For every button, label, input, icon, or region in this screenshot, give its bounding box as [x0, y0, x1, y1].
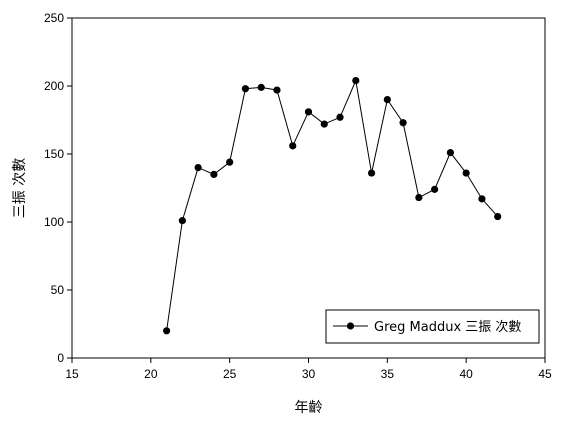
y-tick-label: 100 [44, 215, 64, 229]
data-point [289, 142, 297, 150]
x-tick-label: 35 [381, 367, 395, 381]
series-line [166, 78, 499, 331]
data-point [304, 108, 313, 116]
data-point [431, 185, 439, 193]
x-tick-label: 25 [223, 367, 237, 381]
x-tick-label: 20 [144, 367, 158, 381]
legend-marker-sample [346, 322, 355, 330]
x-tick-label: 15 [65, 367, 79, 381]
series-points [163, 76, 502, 335]
data-point [383, 96, 391, 104]
data-point [336, 113, 344, 121]
legend: Greg Maddux 三振 次數 [325, 309, 540, 344]
data-point [415, 193, 423, 202]
y-axis-ticks: 0 50 100 150 200 250 [44, 11, 72, 365]
data-point [399, 119, 407, 127]
x-tick-label: 45 [538, 367, 552, 381]
data-point [194, 164, 202, 172]
y-axis-label: 三振 次數 [12, 158, 28, 218]
data-point [352, 76, 360, 85]
y-tick-label: 0 [57, 351, 64, 365]
data-point [462, 169, 470, 177]
y-tick-label: 50 [51, 283, 65, 297]
data-point [273, 86, 281, 94]
data-point [367, 169, 376, 177]
legend-entry: Greg Maddux 三振 次數 [374, 319, 521, 335]
data-point [226, 158, 234, 166]
data-point [163, 327, 171, 335]
y-tick-label: 250 [44, 11, 64, 25]
y-tick-label: 200 [44, 79, 64, 93]
data-point [178, 217, 186, 225]
data-point [320, 120, 328, 128]
data-point [446, 149, 454, 157]
plot-area [71, 17, 546, 359]
x-tick-label: 40 [459, 367, 473, 381]
x-axis-label: 年齡 [295, 400, 323, 416]
data-point [478, 195, 486, 203]
y-tick-label: 150 [44, 147, 64, 161]
x-tick-label: 30 [302, 367, 316, 381]
data-point [210, 170, 218, 178]
data-point [241, 85, 250, 93]
data-point [257, 83, 265, 91]
data-point [494, 212, 502, 221]
x-axis-ticks: 15 20 25 30 35 40 45 [65, 358, 552, 381]
